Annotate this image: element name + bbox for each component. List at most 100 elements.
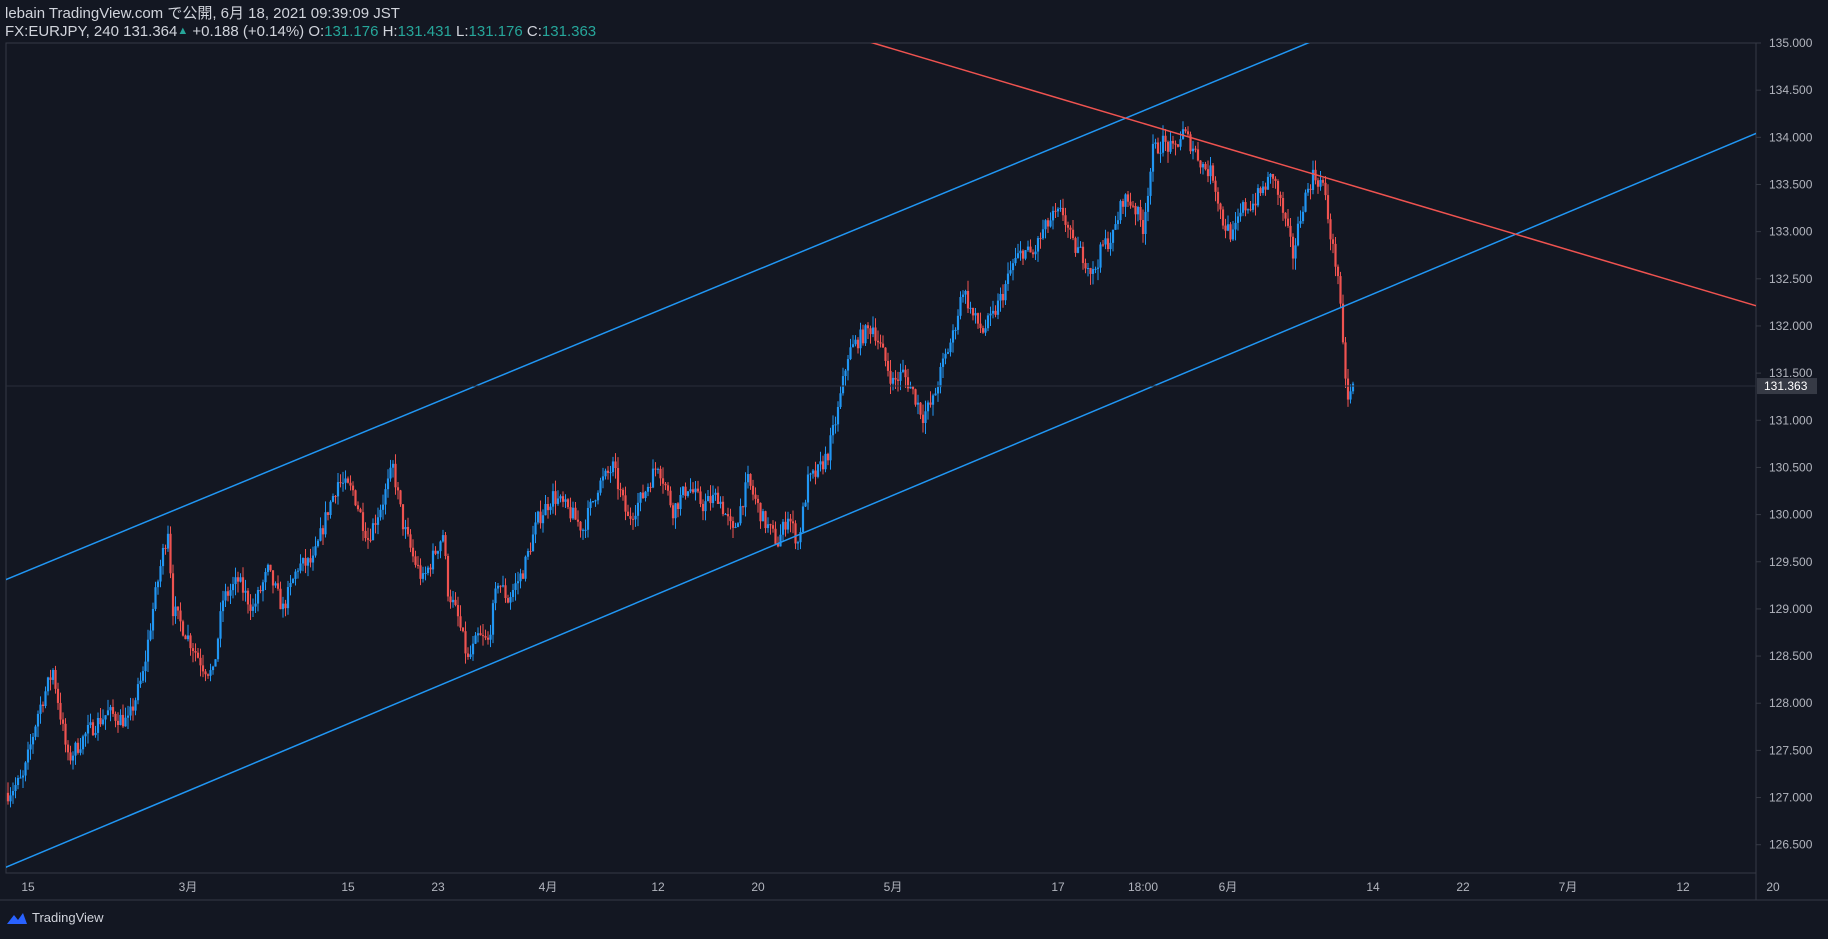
- candle-body: [916, 402, 920, 405]
- candle-body: [194, 650, 197, 653]
- candle-body: [586, 507, 590, 530]
- candle-body: [954, 329, 957, 331]
- y-tick-label: 131.000: [1769, 413, 1813, 427]
- candle-body: [886, 360, 890, 371]
- footer-brand[interactable]: TradingView: [32, 910, 104, 925]
- candle-body: [264, 572, 267, 583]
- candle-body: [71, 755, 75, 761]
- candle-body: [1331, 239, 1335, 244]
- candle-body: [514, 583, 517, 590]
- candle-body: [641, 492, 645, 499]
- y-tick-label: 133.000: [1769, 225, 1813, 239]
- candle-body: [26, 749, 30, 763]
- candle-body: [1174, 143, 1177, 145]
- candle-body: [861, 329, 865, 344]
- candle-body: [189, 635, 192, 649]
- candle-body: [694, 488, 697, 493]
- plot-frame: [5, 42, 1757, 874]
- candle-body: [399, 490, 402, 505]
- candle-body: [944, 353, 947, 359]
- candle-body: [644, 491, 647, 499]
- candle-body: [254, 603, 257, 607]
- candle-body: [576, 519, 580, 522]
- candle-body: [1114, 224, 1117, 230]
- candle-body: [1216, 191, 1220, 204]
- candle-body: [919, 402, 922, 415]
- candle-body: [519, 573, 522, 582]
- candle-body: [1209, 165, 1212, 177]
- candle-body: [761, 511, 765, 522]
- candle-body: [346, 478, 350, 483]
- candle-body: [589, 501, 592, 508]
- candle-body: [219, 611, 222, 639]
- candle-body: [1069, 227, 1072, 230]
- candle-body: [6, 792, 10, 802]
- candle-body: [1154, 142, 1157, 144]
- y-tick-label: 134.000: [1769, 130, 1813, 144]
- candle-body: [159, 566, 162, 582]
- candle-body: [971, 307, 975, 316]
- candle-body: [769, 524, 772, 526]
- symbol[interactable]: FX:EURJPY, 240: [5, 23, 119, 40]
- candle-body: [949, 342, 952, 353]
- y-tick-label: 133.500: [1769, 177, 1813, 191]
- candle-body: [96, 717, 100, 733]
- candle-body: [1186, 131, 1190, 135]
- candle-body: [1326, 195, 1330, 220]
- low-value: 131.176: [468, 23, 523, 40]
- candle-body: [231, 584, 235, 591]
- candle-body: [759, 502, 762, 522]
- candle-body: [904, 369, 907, 378]
- candle-body: [354, 490, 357, 506]
- candle-body: [1006, 273, 1010, 285]
- candle-body: [686, 491, 690, 496]
- candle-body: [1346, 378, 1350, 400]
- candle-body: [1324, 182, 1327, 196]
- candle-body: [1086, 267, 1090, 269]
- candle-body: [754, 494, 757, 499]
- candle-body: [456, 605, 460, 617]
- y-tick-label: 127.500: [1769, 743, 1813, 757]
- candle-body: [569, 507, 572, 519]
- candle-body: [969, 307, 972, 309]
- candle-body: [714, 492, 717, 495]
- candle-body: [239, 577, 242, 582]
- y-tick-label: 127.000: [1769, 791, 1813, 805]
- close-label: C:: [526, 23, 542, 40]
- candle-body: [1034, 251, 1037, 255]
- candle-body: [669, 490, 672, 506]
- candle-body: [1296, 223, 1300, 246]
- candle-body: [906, 377, 910, 389]
- candle-body: [1184, 129, 1187, 132]
- candle-body: [766, 524, 770, 529]
- candle-body: [1251, 203, 1255, 210]
- candle-body: [116, 720, 120, 725]
- open-value: 131.176: [324, 23, 379, 40]
- candle-body: [384, 489, 387, 505]
- candle-body: [1199, 160, 1202, 168]
- candle-body: [729, 516, 732, 522]
- candle-body: [939, 366, 942, 388]
- candle-body: [21, 775, 25, 778]
- candle-body: [594, 500, 597, 502]
- candle-body: [1046, 220, 1050, 227]
- candle-body: [1201, 164, 1205, 168]
- candle-body: [511, 589, 515, 597]
- x-tick-label: 18:00: [1128, 880, 1158, 894]
- candle-body: [941, 358, 945, 367]
- candle-body: [1071, 229, 1075, 239]
- candle-body: [136, 684, 140, 701]
- candle-body: [1294, 245, 1297, 259]
- candle-body: [551, 491, 555, 507]
- candle-body: [806, 474, 810, 503]
- candle-body: [241, 577, 245, 593]
- candle-body: [106, 710, 110, 716]
- candle-body: [524, 556, 527, 579]
- candle-body: [881, 343, 885, 348]
- candle-body: [1219, 203, 1222, 210]
- candle-body: [374, 523, 377, 525]
- candle-body: [381, 504, 385, 510]
- candle-body: [719, 501, 722, 504]
- candle-body: [16, 778, 20, 786]
